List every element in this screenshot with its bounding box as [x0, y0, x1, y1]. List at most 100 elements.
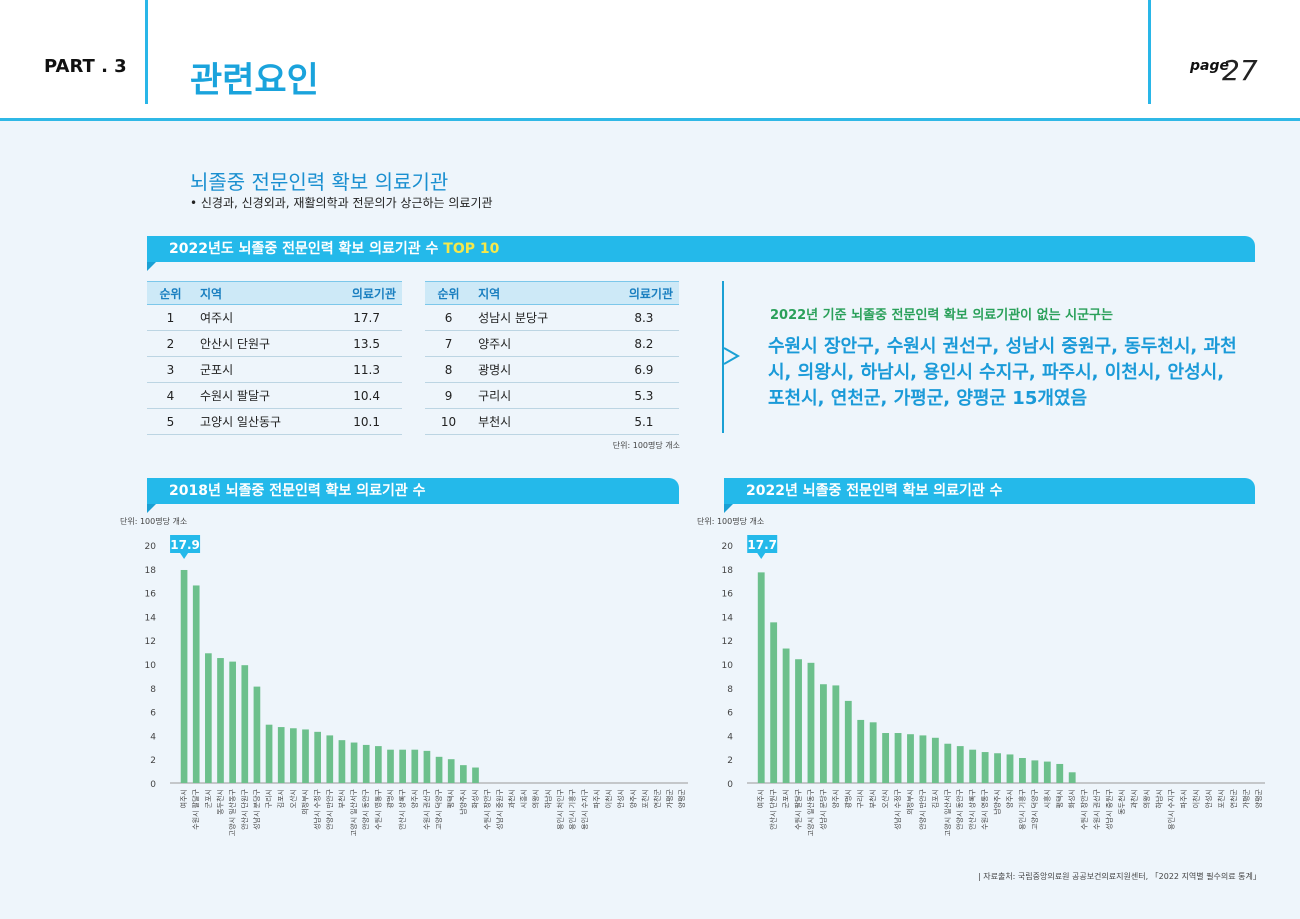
- bar: [217, 658, 224, 783]
- x-tick-label: 안성시: [616, 789, 625, 808]
- region-cell: 부천시: [472, 408, 609, 435]
- y-tick-label: 12: [145, 637, 156, 647]
- x-tick-label: 가평군: [1241, 788, 1250, 808]
- table-row: 5 고양시 일산동구 10.1: [147, 408, 402, 435]
- count-cell: 17.7: [331, 304, 402, 331]
- x-tick-label: 고양시 덕양구: [434, 788, 443, 829]
- x-tick-label: 평택시: [1055, 789, 1064, 808]
- x-tick-label: 고양시 일산서구: [943, 788, 952, 836]
- x-tick-label: 용인시 수지구: [580, 788, 589, 829]
- x-tick-label: 안성시: [1204, 789, 1213, 808]
- x-tick-label: 고양시 일산동구: [806, 788, 815, 836]
- x-tick-label: 포천시: [641, 789, 650, 808]
- x-tick-label: 남양주시: [458, 789, 467, 815]
- bar: [375, 746, 382, 783]
- source-note: | 자료출처: 국립중앙의료원 공공보건의료지원센터, 「2022 지역별 필수…: [978, 872, 1261, 881]
- x-tick-label: 가평군: [665, 788, 674, 808]
- page-label: page: [1190, 58, 1229, 74]
- x-tick-label: 양주시: [832, 789, 840, 808]
- x-tick-label: 파주시: [1179, 789, 1188, 808]
- x-tick-label: 동두천시: [216, 789, 225, 815]
- table-row: 1 여주시 17.7: [147, 304, 402, 331]
- bar: [795, 659, 802, 783]
- bar: [757, 572, 765, 783]
- y-tick-label: 0: [727, 780, 733, 790]
- table-unit-label: 단위: 100명당 개소: [612, 441, 680, 450]
- table-row: 10 부천시 5.1: [425, 408, 679, 435]
- x-tick-label: 수원시 영통구: [980, 788, 989, 829]
- page-header: PART . 3 관련요인 page 27: [0, 0, 1300, 121]
- bar: [1068, 772, 1076, 783]
- region-cell: 성남시 분당구: [472, 304, 609, 331]
- x-tick-label: 의정부시: [905, 789, 914, 815]
- x-tick-label: 용인시 수지구: [1167, 788, 1176, 829]
- max-value-badge: [747, 535, 778, 553]
- x-tick-label: 안산시 상록구: [398, 788, 407, 829]
- x-tick-label: 김포시: [277, 789, 285, 808]
- chart-2022: 단위: 100명당 개소 0 2 4 6 8 10 12 14 16 18 20 여주시 안산시 단원구 군…: [697, 516, 1265, 836]
- chart-2018-title: 2018년 뇌졸중 전문인력 확보 의료기관 수: [169, 483, 426, 499]
- y-tick-label: 18: [722, 566, 734, 576]
- bar: [844, 700, 852, 783]
- bar: [944, 743, 952, 783]
- x-tick-label: 과천시: [507, 789, 516, 808]
- section-title: 뇌졸중 전문인력 확보 의료기관: [190, 170, 449, 194]
- callout-body: 수원시 장안구, 수원시 권선구, 성남시 중원구, 동두천시, 과천시, 의왕…: [768, 336, 1237, 409]
- x-tick-label: 용인시 처인구: [556, 788, 565, 829]
- max-value-pointer: [757, 553, 766, 559]
- bar: [832, 685, 840, 783]
- bar: [241, 665, 249, 783]
- col-rank: 순위: [425, 281, 473, 305]
- region-cell: 여주시: [194, 304, 332, 331]
- max-value-label: 17.9: [170, 538, 200, 552]
- y-tick-label: 16: [145, 590, 157, 600]
- x-tick-label: 이천시: [1192, 789, 1201, 808]
- part-label: PART . 3: [44, 56, 127, 77]
- rank-cell: 4: [147, 382, 194, 409]
- bar: [869, 722, 877, 783]
- x-tick-label: 의왕시: [1142, 789, 1151, 808]
- x-tick-label: 동두천시: [1117, 789, 1126, 815]
- bar: [253, 686, 261, 783]
- count-cell: 5.1: [608, 408, 679, 435]
- bar: [326, 735, 334, 783]
- count-cell: 13.5: [331, 330, 402, 357]
- region-cell: 구리시: [472, 382, 609, 409]
- x-tick-label: 안산시 단원구: [240, 788, 249, 829]
- x-tick-label: 구리시: [856, 789, 865, 808]
- bar: [411, 749, 419, 783]
- x-tick-label: 양평군: [1254, 788, 1263, 808]
- x-tick-label: 성남시 분당구: [818, 788, 827, 829]
- bar: [423, 750, 431, 783]
- rank-cell: 5: [147, 408, 194, 435]
- bar: [981, 752, 989, 783]
- chart-2022-banner: 2022년 뇌졸중 전문인력 확보 의료기관 수: [724, 478, 1255, 504]
- bar: [1056, 763, 1064, 783]
- region-cell: 양주시: [472, 330, 609, 357]
- bar: [314, 731, 321, 783]
- x-tick-label: 양평군: [677, 788, 686, 808]
- bar: [472, 767, 479, 783]
- x-tick-label: 성남시 중원구: [495, 788, 504, 829]
- y-tick-label: 0: [150, 780, 156, 790]
- header-divider-right: [1148, 0, 1151, 104]
- bar: [460, 765, 467, 783]
- rank-cell: 2: [147, 330, 194, 357]
- x-tick-label: 시흥시: [519, 789, 528, 808]
- x-tick-label: 고양시 일산동구: [228, 788, 237, 836]
- table-row: 9 구리시 5.3: [425, 382, 679, 409]
- col-count: 의료기관: [331, 281, 402, 305]
- x-tick-label: 의정부시: [301, 789, 310, 815]
- bar: [770, 622, 778, 783]
- page-title: 관련요인: [190, 61, 319, 101]
- x-tick-label: 용인시 기흥구: [1017, 788, 1026, 829]
- bar: [387, 749, 394, 783]
- x-tick-label: 남양주시: [993, 789, 1002, 815]
- x-tick-label: 성남시 분당구: [252, 788, 261, 829]
- y-tick-label: 4: [150, 732, 156, 742]
- x-tick-label: 여주시: [179, 789, 188, 808]
- x-tick-label: 하남시: [1154, 789, 1163, 808]
- count-cell: 6.9: [608, 356, 679, 383]
- x-tick-label: 여주시: [756, 789, 765, 808]
- x-tick-label: 안양시 동안구: [361, 788, 370, 829]
